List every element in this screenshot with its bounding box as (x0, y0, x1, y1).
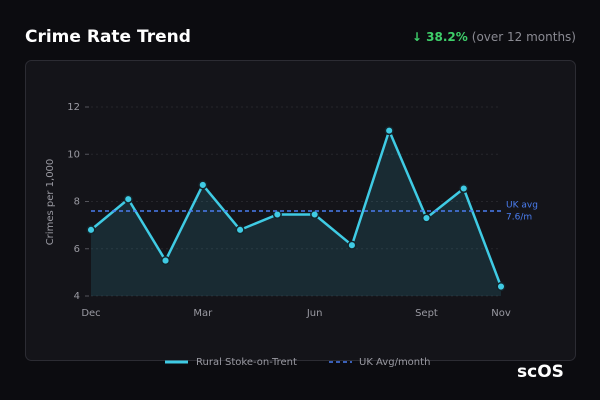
point (496, 282, 506, 292)
point (123, 194, 133, 204)
point (459, 183, 469, 194)
point (384, 126, 394, 136)
legend-label: UK Avg/month (359, 357, 430, 368)
reference-label: UK avg (506, 200, 538, 210)
point (198, 180, 208, 190)
point (86, 225, 96, 235)
x-tick-label: Dec (81, 308, 100, 319)
y-tick-label: 4 (74, 291, 80, 302)
point (310, 209, 320, 220)
point (160, 256, 171, 266)
y-tick-label: 12 (67, 102, 80, 113)
y-tick-label: 6 (74, 244, 80, 255)
x-tick-label: Mar (193, 308, 213, 319)
change-value: ↓ 38.2% (412, 30, 468, 44)
y-axis-label: Crimes per 1,000 (45, 159, 56, 246)
reference-value-label: 7.6/m (506, 212, 532, 222)
change-period: (over 12 months) (472, 30, 576, 44)
change: ↓ 38.2% (over 12 months) (412, 30, 576, 44)
y-tick-label: 10 (67, 149, 80, 160)
point (235, 225, 245, 235)
point (421, 213, 432, 223)
chart-title: Crime Rate Trend (25, 27, 191, 47)
y-tick-label: 8 (74, 197, 80, 208)
panel (25, 60, 576, 361)
x-tick-label: Sept (415, 308, 438, 319)
x-tick-label: Nov (491, 308, 511, 319)
watermark: scOS (517, 362, 564, 382)
area (91, 130, 501, 296)
x-tick-label: Jun (306, 308, 323, 319)
legend-label: Rural Stoke-on-Trent (196, 357, 297, 368)
point (347, 240, 357, 250)
point (272, 209, 282, 220)
line (90, 129, 503, 287)
